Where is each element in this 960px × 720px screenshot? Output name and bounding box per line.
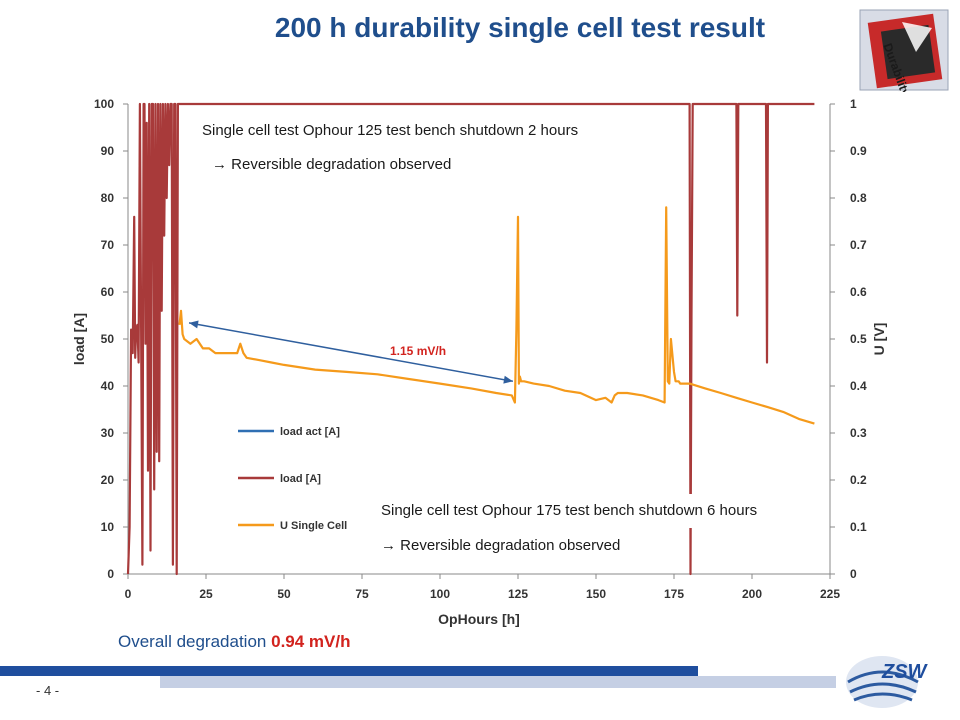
annotation-top-line2: → Reversible degradation observed xyxy=(208,148,456,182)
x-tick-label: 50 xyxy=(277,587,291,601)
y2-tick-label: 0.8 xyxy=(850,191,867,205)
y2-tick-label: 0.6 xyxy=(850,285,867,299)
overall-value: 0.94 mV/h xyxy=(271,632,351,651)
y2-axis-label: U [V] xyxy=(871,323,887,356)
zsw-logo-text: ZSW xyxy=(881,661,929,683)
y2-tick-label: 0.3 xyxy=(850,426,867,440)
y-tick-label: 70 xyxy=(101,238,115,252)
y-tick-label: 10 xyxy=(101,520,115,534)
legend-label: load [A] xyxy=(280,473,321,485)
legend: load act [A] load [A] U Single Cell xyxy=(238,426,347,532)
series-line-u-single-cell xyxy=(178,206,815,425)
overall-label: Overall degradation xyxy=(118,632,267,651)
x-tick-label: 125 xyxy=(508,587,528,601)
annotation-bottom-line2: → Reversible degradation observed xyxy=(377,529,625,563)
x-tick-label: 200 xyxy=(742,587,762,601)
legend-label: U Single Cell xyxy=(280,520,347,532)
x-tick-label: 75 xyxy=(355,587,369,601)
y-tick-label: 20 xyxy=(101,473,115,487)
y-tick-label: 30 xyxy=(101,426,115,440)
x-tick-label: 25 xyxy=(199,587,213,601)
page-number: - 4 - xyxy=(36,683,60,698)
arrow-line xyxy=(188,322,514,383)
durability-badge-logo: Durability xyxy=(859,9,949,92)
y2-tick-label: 0.7 xyxy=(850,238,867,252)
degradation-arrow: 1.15 mV/h xyxy=(188,320,514,384)
y2-tick-label: 1 xyxy=(850,97,857,111)
annotation-bottom-line1: Single cell test Ophour 175 test bench s… xyxy=(377,494,762,528)
arrow-rate-label: 1.15 mV/h xyxy=(390,344,446,358)
axes: 0 25 50 75 100 125 150 175 200 225010203040506070… xyxy=(71,97,887,627)
slide-title: 200 h durability single cell test result xyxy=(274,12,766,43)
y2-tick-label: 0.1 xyxy=(850,520,867,534)
y2-tick-label: 0.2 xyxy=(850,473,867,487)
y-tick-label: 0 xyxy=(107,567,114,581)
y-tick-label: 100 xyxy=(94,97,114,111)
footer-bar-light xyxy=(160,676,836,688)
y-axis-label: load [A] xyxy=(71,313,87,365)
zsw-logo: ZSW xyxy=(846,656,929,708)
y-tick-label: 80 xyxy=(101,191,115,205)
arrow-head-end xyxy=(503,375,513,384)
y-tick-label: 50 xyxy=(101,332,115,346)
x-tick-label: 150 xyxy=(586,587,606,601)
plot-area xyxy=(126,102,815,576)
x-tick-label: 175 xyxy=(664,587,684,601)
y2-tick-label: 0.4 xyxy=(850,379,867,393)
x-tick-label: 100 xyxy=(430,587,450,601)
footer-bar xyxy=(0,666,698,676)
legend-label: load act [A] xyxy=(280,426,340,438)
overall-degradation: Overall degradation 0.94 mV/h xyxy=(118,632,350,652)
y-tick-label: 40 xyxy=(101,379,115,393)
x-tick-label: 0 xyxy=(125,587,132,601)
arrow-head-start xyxy=(189,320,199,329)
y-tick-label: 90 xyxy=(101,144,115,158)
annotation-top-line1: Single cell test Ophour 125 test bench s… xyxy=(198,114,583,148)
series-line-load-a xyxy=(126,102,815,576)
x-axis-label: OpHours [h] xyxy=(438,611,520,627)
y2-tick-label: 0.9 xyxy=(850,144,867,158)
x-tick-label: 225 xyxy=(820,587,840,601)
y-tick-label: 60 xyxy=(101,285,115,299)
y2-tick-label: 0 xyxy=(850,567,857,581)
y2-tick-label: 0.5 xyxy=(850,332,867,346)
